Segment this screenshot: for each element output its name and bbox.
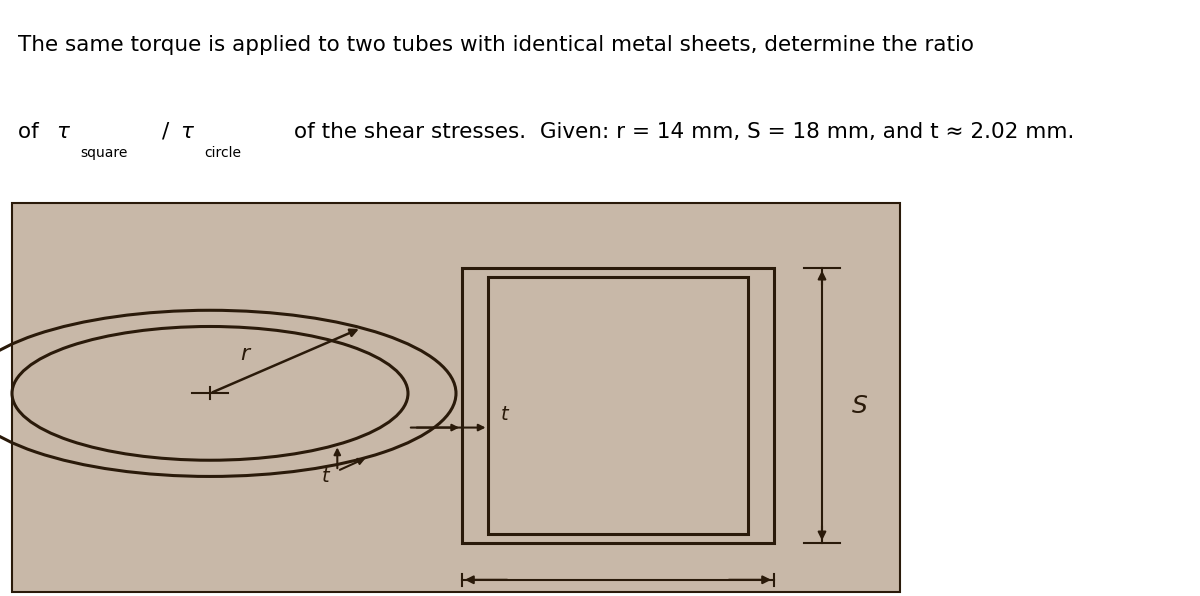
Text: t: t (322, 467, 329, 486)
Text: /: / (162, 122, 169, 142)
Text: $\tau$: $\tau$ (56, 122, 72, 142)
Text: t: t (500, 405, 508, 424)
Text: r: r (240, 344, 250, 364)
Bar (462, 268, 774, 544)
Text: of the shear stresses.  Given: r = 14 mm, S = 18 mm, and t ≈ 2.02 mm.: of the shear stresses. Given: r = 14 mm,… (294, 122, 1074, 142)
Text: square: square (80, 145, 127, 160)
Text: The same torque is applied to two tubes with identical metal sheets, determine t: The same torque is applied to two tubes … (18, 35, 974, 55)
Text: circle: circle (204, 145, 241, 160)
Bar (488, 277, 748, 535)
Text: of: of (18, 122, 46, 142)
Text: $\tau$: $\tau$ (180, 122, 196, 142)
Text: S: S (852, 393, 868, 418)
Bar (12, 203, 900, 592)
